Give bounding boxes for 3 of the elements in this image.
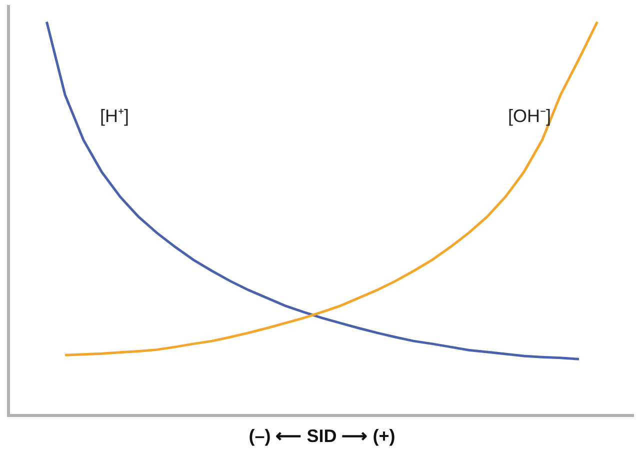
x-axis-title: (–) ⟵ SID ⟶ (+) [248,426,396,446]
series-label: [H⁺] [100,106,130,126]
series-label: [OH⁻] [508,106,552,126]
